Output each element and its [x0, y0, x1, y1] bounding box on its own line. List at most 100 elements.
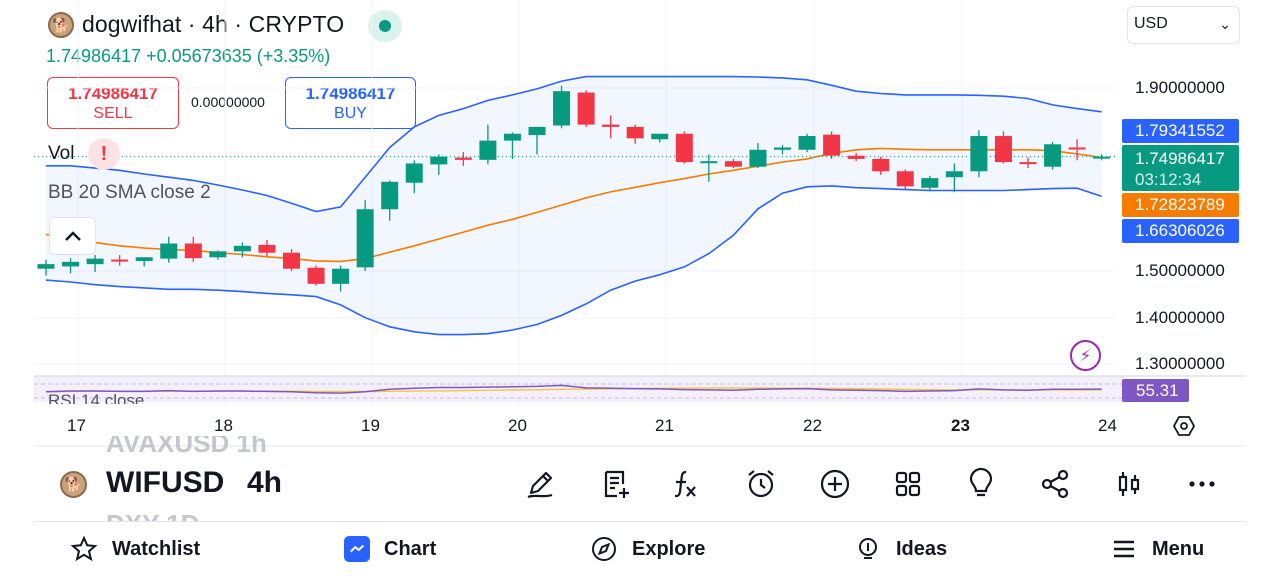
- note-add-icon: [604, 470, 629, 498]
- candle-body: [553, 91, 571, 126]
- candle-body: [1019, 162, 1037, 165]
- candles: [37, 85, 1111, 292]
- rsi-value-tag: 55.31: [1122, 379, 1189, 402]
- collapse-indicators-button[interactable]: [49, 217, 96, 255]
- sell-label: SELL: [93, 105, 133, 122]
- more-button[interactable]: [1182, 464, 1222, 504]
- candle-body: [454, 157, 472, 160]
- change-text: +0.05673635 (+3.35%): [146, 46, 331, 66]
- last-price-tag: 1.74986417 03:12:34: [1122, 145, 1239, 191]
- candle-body: [503, 133, 521, 141]
- candle-body: [233, 245, 251, 252]
- notes-button[interactable]: [596, 464, 636, 504]
- candle-body: [798, 136, 816, 150]
- compass-icon: [592, 537, 616, 561]
- currency-value: USD: [1134, 15, 1168, 32]
- candle-body: [1044, 144, 1062, 167]
- candle-body: [184, 243, 202, 259]
- dogwifhat-logo-icon: 🐕: [48, 12, 74, 38]
- next-symbol-ghost: DXY 1D: [106, 505, 199, 521]
- time-tick: 18: [214, 416, 233, 435]
- last-price-tag-value: 1.74986417: [1135, 149, 1225, 168]
- alert-button[interactable]: [741, 464, 781, 504]
- chevron-up-icon: [64, 231, 81, 241]
- candle-body: [945, 171, 963, 178]
- nav-label: Watchlist: [112, 537, 201, 560]
- interval-label[interactable]: 4h: [247, 466, 283, 499]
- nav-explore[interactable]: Explore: [590, 534, 705, 564]
- last-price-text: 1.74986417: [46, 46, 142, 66]
- price-tick: 1.30000000: [1135, 354, 1225, 373]
- time-tick: 20: [508, 416, 527, 435]
- candle-body: [62, 261, 80, 267]
- currency-select[interactable]: USD ⌄: [1127, 6, 1240, 44]
- candle-body: [37, 264, 55, 269]
- exclamation-icon[interactable]: !: [88, 138, 120, 170]
- hamburger-icon: [1114, 540, 1134, 558]
- ideas-tool-button[interactable]: [961, 464, 1001, 504]
- nav-watchlist[interactable]: Watchlist: [70, 534, 200, 564]
- candle-body: [332, 268, 350, 284]
- lightbulb-icon: [859, 538, 877, 559]
- candle-body: [258, 244, 276, 253]
- candle-body: [872, 158, 890, 172]
- sell-button[interactable]: 1.74986417 SELL: [47, 77, 179, 129]
- nav-ideas[interactable]: Ideas: [854, 534, 947, 564]
- buy-label: BUY: [334, 105, 367, 122]
- bottom-nav: Watchlist Chart Explore Ideas Menu: [0, 524, 1280, 576]
- pencil-icon: [527, 471, 553, 499]
- indicators-button[interactable]: [665, 464, 705, 504]
- time-tick-current: 23: [951, 416, 970, 435]
- symbol-title[interactable]: dogwifhat · 4h · CRYPTO: [82, 11, 345, 37]
- alarm-clock-icon: [748, 470, 774, 498]
- grid-icon: [895, 471, 921, 497]
- candle-body: [160, 243, 178, 259]
- candle-body: [602, 124, 620, 127]
- vol-indicator-label[interactable]: Vol: [48, 143, 75, 164]
- layouts-button[interactable]: [888, 464, 928, 504]
- rsi-indicator-label[interactable]: RSI 14 close: [48, 391, 145, 404]
- buy-button[interactable]: 1.74986417 BUY: [285, 77, 416, 129]
- time-tick: 24: [1098, 416, 1117, 435]
- share-icon: [1041, 469, 1069, 499]
- bollinger-lower-line: [45, 185, 1102, 336]
- candle-body: [700, 161, 718, 164]
- chart-icon: [344, 536, 370, 562]
- price-chart[interactable]: [0, 0, 1280, 450]
- star-icon: [70, 535, 98, 562]
- candle-body: [528, 126, 546, 136]
- candles-icon: [1118, 472, 1140, 496]
- time-tick: 22: [803, 416, 822, 435]
- candle-body: [823, 134, 841, 156]
- chart-settings-icon[interactable]: [1172, 414, 1196, 438]
- nav-chart[interactable]: Chart: [344, 534, 436, 564]
- basis-tag: 1.72823789: [1122, 193, 1239, 217]
- previous-symbol-ghost: AVAXUSD 1h: [106, 436, 267, 458]
- add-symbol-button[interactable]: [815, 464, 855, 504]
- nav-label: Menu: [1152, 537, 1205, 560]
- candle-body: [405, 163, 423, 183]
- symbol-name[interactable]: WIFUSD: [106, 466, 225, 499]
- bar-countdown: 03:12:34: [1135, 170, 1202, 189]
- candle-body: [577, 92, 595, 125]
- chart-type-button[interactable]: [1109, 464, 1149, 504]
- nav-menu[interactable]: Menu: [1110, 534, 1204, 564]
- time-tick: 21: [655, 416, 674, 435]
- buy-price: 1.74986417: [305, 84, 396, 103]
- candle-body: [283, 252, 300, 269]
- candle-body: [356, 209, 374, 268]
- candle-body: [209, 251, 227, 258]
- candle-body: [135, 257, 153, 261]
- bb-indicator-label[interactable]: BB 20 SMA close 2: [48, 182, 211, 203]
- candle-body: [774, 147, 791, 150]
- plus-circle-icon: [820, 469, 850, 499]
- chevron-down-icon: ⌄: [1219, 16, 1231, 32]
- more-horizontal-icon: [1189, 481, 1215, 487]
- nav-label: Chart: [384, 537, 437, 560]
- market-open-dot-icon[interactable]: [368, 10, 402, 42]
- lightning-icon[interactable]: ⚡: [1070, 340, 1101, 371]
- share-button[interactable]: [1035, 464, 1075, 504]
- draw-tool-button[interactable]: [520, 464, 560, 504]
- candle-body: [896, 171, 914, 187]
